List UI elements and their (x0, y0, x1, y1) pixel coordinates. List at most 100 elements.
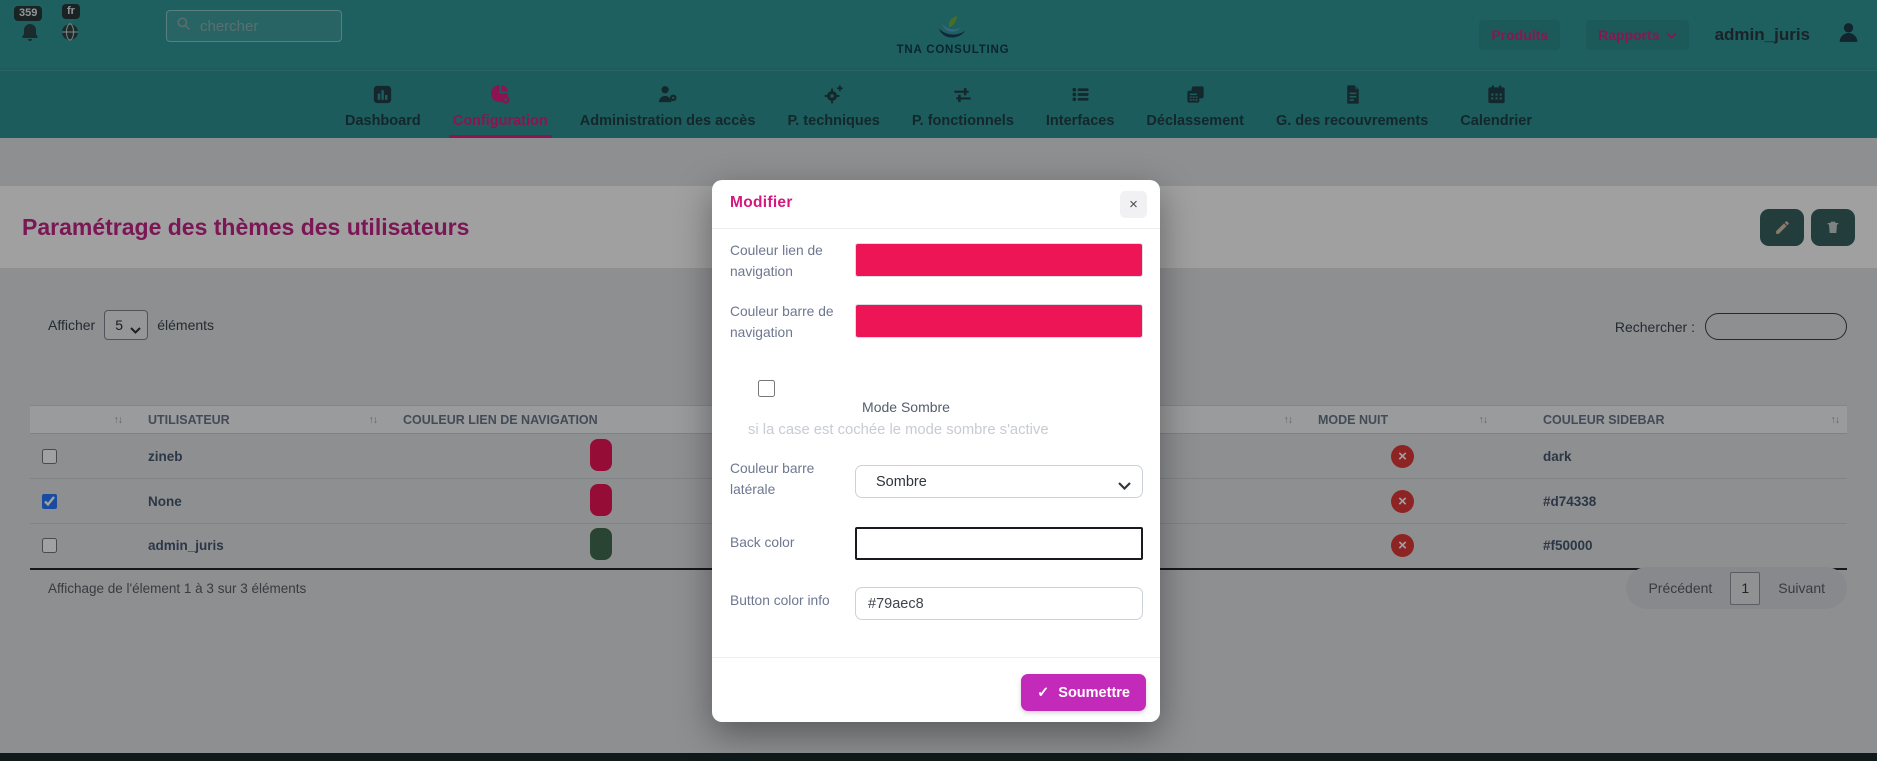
couleur-laterale-select[interactable]: Sombre (855, 465, 1143, 498)
username-label[interactable]: admin_juris (1714, 25, 1810, 44)
nav-label: Configuration (452, 113, 548, 129)
row-checkbox[interactable] (42, 538, 57, 554)
bottom-bar (0, 753, 1877, 761)
couleur-lien-swatch (590, 483, 612, 516)
nav-label: Déclassement (1146, 113, 1244, 129)
header-icon-group: 359 fr (14, 4, 104, 62)
couleur-lien-color-input[interactable] (855, 243, 1143, 277)
logo-leaf-icon (938, 15, 966, 38)
button-color-info-label: Button color info (730, 593, 830, 608)
nav-item-p-fonctionnels[interactable]: P. fonctionnels (908, 71, 1018, 138)
search-icon (176, 16, 191, 36)
column-couleur-sidebar[interactable]: COULEUR SIDEBAR ↑↓ (1495, 405, 1847, 434)
nav-label: Interfaces (1045, 113, 1115, 129)
rapports-menu[interactable]: Rapports (1586, 20, 1689, 50)
user-avatar-icon[interactable] (1836, 20, 1861, 50)
table-controls: Afficher 5 éléments Rechercher : (30, 310, 1847, 346)
nav-label: P. techniques (787, 113, 880, 129)
logo-text: TNA CONSULTING (896, 43, 1010, 56)
nav-item-p-techniques[interactable]: P. techniques (783, 71, 883, 138)
next-button[interactable]: Suivant (1778, 580, 1825, 596)
globe-icon[interactable] (60, 22, 80, 47)
night-mode-off-icon: × (1391, 534, 1414, 558)
top-header: 359 fr TNA CONSULTING Produits Rapports … (0, 0, 1877, 70)
previous-button[interactable]: Précédent (1648, 580, 1713, 596)
user-gear-icon (658, 86, 677, 103)
document-icon (1346, 85, 1359, 104)
sort-icon[interactable]: ↑↓ (368, 413, 378, 426)
page-size-select[interactable]: 5 (104, 310, 149, 340)
page-number-button[interactable]: 1 (1730, 571, 1761, 605)
mode-sombre-checkbox[interactable] (758, 380, 775, 397)
cell-utilisateur: None (130, 478, 385, 524)
nav-item-dashboard[interactable]: Dashboard (341, 71, 425, 138)
delete-button[interactable] (1811, 208, 1855, 246)
nav-item-calendrier[interactable]: Calendrier (1456, 71, 1536, 138)
page-actions (1760, 208, 1855, 246)
cell-couleur-sidebar: dark (1495, 433, 1847, 479)
sliders-icon (954, 88, 972, 103)
trash-icon (1827, 221, 1839, 233)
header-right-group: Produits Rapports admin_juris (1479, 0, 1861, 70)
modal-header-divider (712, 228, 1160, 229)
couleur-lien-label: Couleur lien de navigation (730, 243, 823, 280)
page-size-control: Afficher 5 éléments (48, 310, 214, 340)
nav-item-configuration[interactable]: Configuration (448, 71, 552, 138)
soumettre-button[interactable]: ✓ Soumettre (1021, 674, 1146, 711)
edit-button[interactable] (1760, 208, 1804, 246)
nav-label: P. fonctionnels (911, 113, 1014, 129)
table-search-control: Rechercher : (1615, 313, 1847, 340)
mode-sombre-help-text: si la case est cochée le mode sombre s'a… (748, 422, 1049, 438)
nav-label: G. des recouvrements (1275, 113, 1429, 129)
couleur-laterale-label: Couleur barre latérale (730, 461, 815, 498)
search-table-label: Rechercher : (1614, 318, 1695, 335)
page-title: Paramétrage des thèmes des utilisateurs (22, 213, 470, 240)
nav-item-declassement[interactable]: Déclassement (1142, 71, 1248, 138)
language-badge: fr (62, 4, 80, 19)
sort-icon[interactable]: ↑↓ (1283, 414, 1293, 426)
row-checkbox[interactable] (42, 493, 57, 509)
column-select[interactable]: ↑↓ (30, 405, 130, 434)
produits-link[interactable]: Produits (1479, 20, 1561, 50)
header-search (166, 10, 342, 42)
pagination: Précédent 1 Suivant (1626, 567, 1847, 609)
table-info: Affichage de l'élement 1 à 3 sur 3 éléme… (48, 581, 307, 596)
modifier-modal: Modifier × Couleur lien de navigation Co… (712, 180, 1160, 722)
table-search-input[interactable] (1705, 313, 1847, 340)
list-icon (1072, 87, 1089, 102)
sort-icon[interactable]: ↑↓ (1830, 413, 1840, 426)
cell-utilisateur: zineb (130, 433, 385, 479)
modal-title: Modifier (730, 194, 793, 211)
check-icon: ✓ (1037, 684, 1050, 701)
button-color-info-input[interactable] (855, 587, 1143, 620)
nav-label: Calendrier (1460, 113, 1533, 129)
search-input[interactable] (198, 16, 332, 36)
app-logo: TNA CONSULTING (885, 3, 1021, 67)
pencil-icon (1775, 220, 1789, 234)
back-color-input[interactable] (855, 527, 1143, 560)
couleur-barre-color-input[interactable] (855, 304, 1143, 338)
nav-item-g-des-recouvrements[interactable]: G. des recouvrements (1272, 71, 1432, 138)
table-row: admin_juris × #f50000 (30, 523, 1847, 570)
pie-gear-icon (490, 84, 510, 104)
couleur-barre-label: Couleur barre de navigation (730, 304, 834, 341)
couleur-lien-swatch (590, 438, 612, 471)
sort-icon[interactable]: ↑↓ (113, 414, 123, 426)
page-content: Paramétrage des thèmes des utilisateurs … (0, 138, 1877, 753)
cell-couleur-sidebar: #d74338 (1495, 478, 1847, 524)
copy-grid-icon (1187, 86, 1204, 103)
sort-icon[interactable]: ↑↓ (1478, 413, 1488, 426)
row-checkbox[interactable] (42, 448, 57, 464)
bar-chart-icon (374, 85, 392, 104)
gear-sparkle-icon (824, 85, 843, 104)
column-utilisateur[interactable]: UTILISATEUR ↑↓ (130, 405, 385, 434)
nav-item-administration-des-acces[interactable]: Administration des accès (576, 71, 760, 138)
couleur-lien-swatch (590, 528, 612, 561)
mode-sombre-label: Mode Sombre (862, 399, 950, 415)
close-icon[interactable]: × (1120, 191, 1147, 218)
bell-icon[interactable] (20, 22, 40, 47)
nav-item-interfaces[interactable]: Interfaces (1042, 71, 1119, 138)
calendar-icon (1487, 85, 1505, 104)
modal-footer-divider (712, 657, 1160, 658)
column-mode-nuit[interactable]: MODE NUIT ↑↓ (1300, 405, 1495, 434)
